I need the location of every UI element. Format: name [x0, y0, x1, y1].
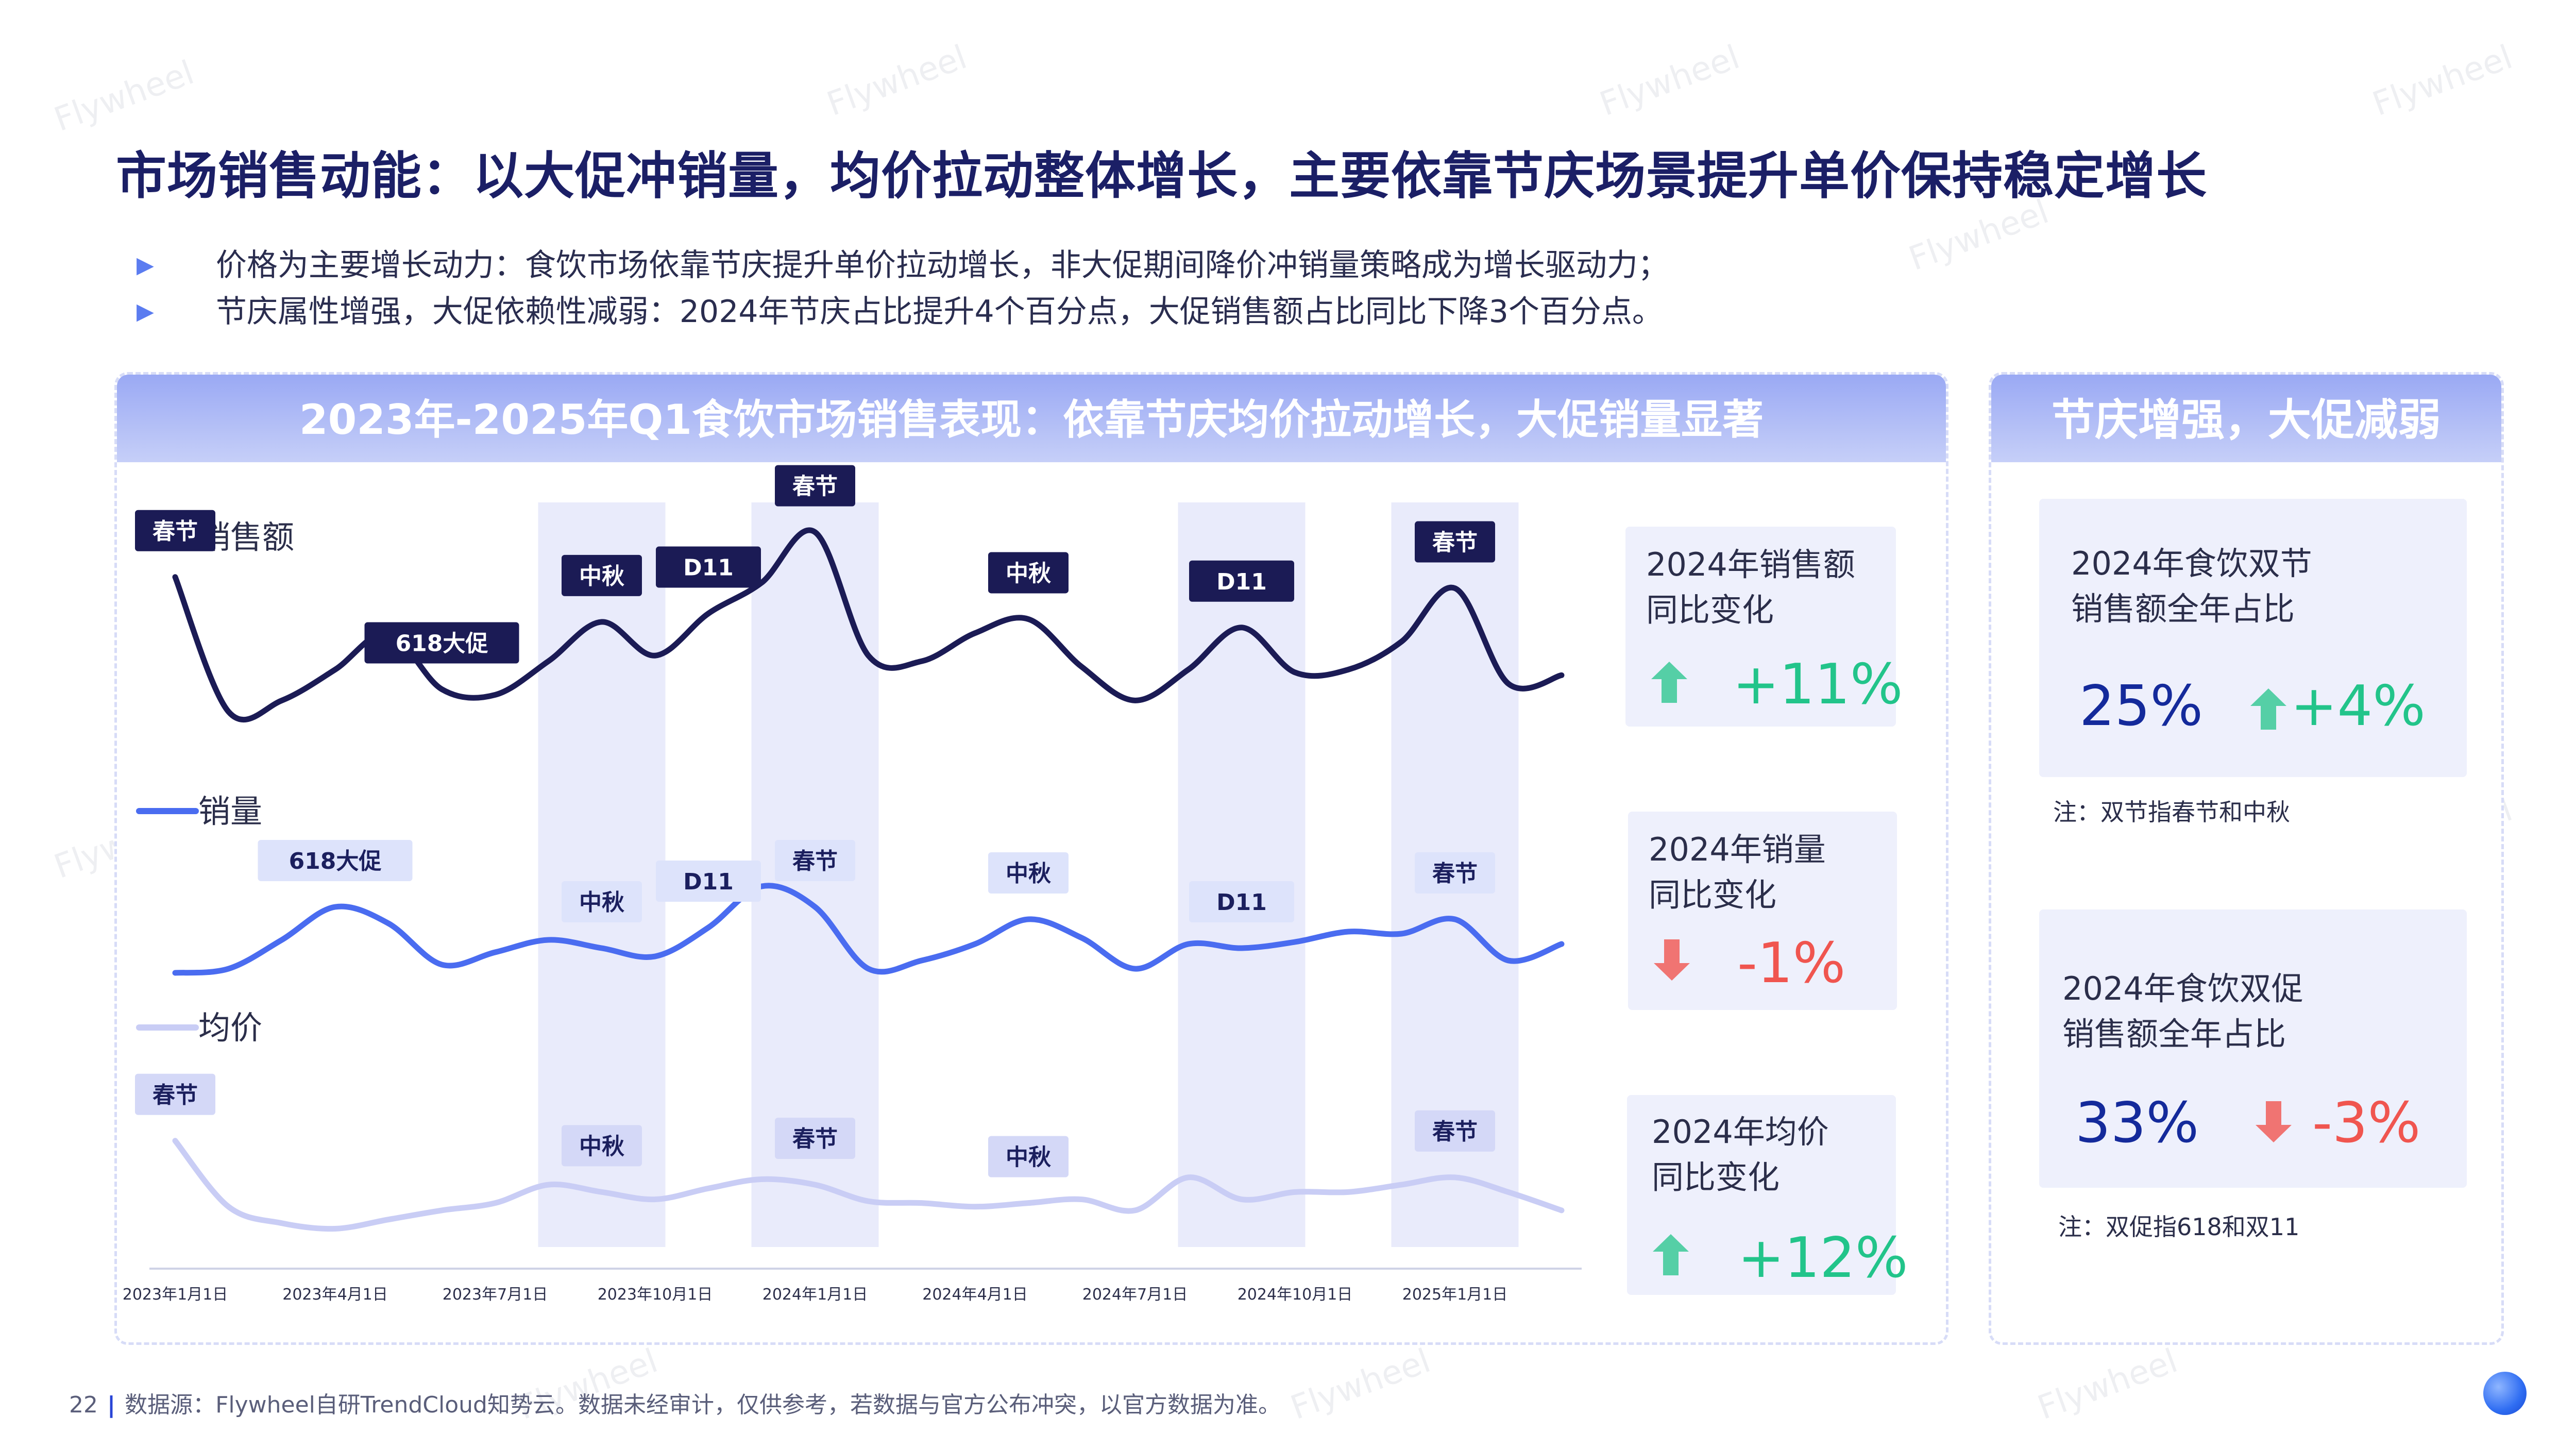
bullet-item: ▶ 价格为主要增长动力：食饮市场依靠节庆提升单价拉动增长，非大促期间降价冲销量策略…: [137, 240, 1669, 285]
bullet-text: 节庆属性增强，大促依赖性减弱：2024年节庆占比提升4个百分点，大促销售额占比同…: [215, 294, 1663, 330]
share-label: 2024年食饮双节 销售额全年占比: [2071, 545, 2312, 628]
triangle-bullet-icon: ▶: [137, 252, 154, 278]
annotation-label: 中秋: [1006, 1144, 1051, 1171]
page-title: 市场销售动能：以大促冲销量，均价拉动整体增长，主要依靠节庆场景提升单价保持稳定增…: [116, 147, 2208, 206]
annotation-tag: [775, 840, 855, 881]
annotation-tag: [988, 1136, 1069, 1177]
kpi-label: 2024年销量 同比变化: [1649, 831, 1826, 914]
page-number: 22: [69, 1392, 98, 1418]
share-change: +4%: [2291, 674, 2426, 738]
annotation-tag: [1415, 1110, 1495, 1152]
annotation-label: 春节: [792, 848, 838, 874]
kpi-card-volume: 2024年销量 同比变化 -1%: [1628, 812, 1897, 1010]
annotation-label: 春节: [1432, 530, 1478, 556]
annotation-tag: [562, 881, 642, 922]
annotation-label: 中秋: [579, 1133, 624, 1159]
annotation-tag: [775, 465, 855, 507]
kpi-label: 2024年均价 同比变化: [1652, 1113, 1829, 1196]
annotation-label: 春节: [792, 1126, 838, 1152]
kpi-card-sales: 2024年销售额 同比变化 +11%: [1625, 527, 1903, 727]
annotation-label: D11: [1216, 569, 1267, 595]
kpi-label: 2024年销售额 同比变化: [1646, 546, 1855, 629]
annotation-label: 中秋: [579, 563, 624, 589]
x-tick-label: 2024年7月1日: [1082, 1286, 1188, 1304]
annotation-tag: [988, 552, 1069, 594]
triangle-bullet-icon: ▶: [137, 298, 154, 325]
data-source-note: 数据源：Flywheel自研TrendCloud知势云。数据未经审计，仅供参考，…: [125, 1392, 1281, 1418]
annotation-label: 春节: [1432, 1119, 1478, 1145]
series-line: [172, 883, 1565, 976]
x-tick-label: 2024年10月1日: [1238, 1286, 1353, 1304]
x-tick-label: 2023年7月1日: [443, 1286, 548, 1304]
annotation-label: 中秋: [1006, 560, 1051, 586]
annotation-label: 中秋: [1006, 861, 1051, 887]
annotation-label: 春节: [1432, 861, 1478, 887]
bullet-item: ▶ 节庆属性增强，大促依赖性减弱：2024年节庆占比提升4个百分点，大促销售额占比…: [137, 287, 1663, 331]
flywheel-logo-icon: [2483, 1372, 2527, 1415]
share-label: 2024年食饮双促 销售额全年占比: [2062, 970, 2303, 1053]
arrow-down-icon: [1654, 939, 1690, 983]
annotation-tag: [562, 1125, 642, 1167]
footnote: 注：双节指春节和中秋: [2053, 798, 2290, 826]
annotation-tag: [775, 1118, 855, 1159]
annotation-label: D11: [683, 869, 734, 895]
kpi-card-price: 2024年均价 同比变化 +12%: [1627, 1095, 1908, 1295]
annotation-tag: [1415, 852, 1495, 894]
share-value: 33%: [2075, 1091, 2199, 1155]
highlight-band: [1178, 502, 1306, 1247]
annotation-label: 618大促: [289, 848, 382, 874]
annotation-tag: [364, 622, 519, 664]
highlight-band: [538, 502, 666, 1247]
annotation-label: D11: [1216, 889, 1267, 916]
kpi-value: +11%: [1733, 652, 1903, 717]
arrow-up-icon: [2250, 688, 2286, 732]
footer-separator: |: [107, 1392, 116, 1418]
annotation-tag: [258, 840, 413, 881]
share-value: 25%: [2079, 674, 2204, 738]
annotation-tag: [1189, 881, 1294, 922]
x-tick-label: 2023年1月1日: [123, 1286, 228, 1304]
arrow-up-icon: [1653, 1234, 1689, 1277]
annotation-tag: [988, 852, 1069, 894]
x-tick-label: 2024年4月1日: [922, 1286, 1028, 1304]
annotation-label: 中秋: [579, 889, 624, 916]
footnote: 注：双促指618和双11: [2058, 1213, 2300, 1241]
x-tick-label: 2023年4月1日: [282, 1286, 388, 1304]
annotation-tag: [135, 510, 215, 551]
annotation-tag: [562, 554, 642, 596]
annotation-tag: [656, 546, 761, 588]
annotation-label: 春节: [152, 1082, 198, 1108]
annotation-label: 春节: [152, 518, 198, 545]
kpi-value: -1%: [1737, 931, 1846, 996]
panel-header: 2023年-2025年Q1食饮市场销售表现：依靠节庆均价拉动增长，大促销量显著: [117, 375, 1946, 462]
footer: 22 | 数据源：Flywheel自研TrendCloud知势云。数据未经审计，仅供…: [69, 1386, 1281, 1419]
arrow-down-icon: [2256, 1101, 2292, 1144]
x-tick-label: 2025年1月1日: [1402, 1286, 1508, 1304]
kpi-value: +12%: [1738, 1226, 1908, 1290]
legend-label: 均价: [198, 1009, 262, 1047]
legend-label: 销量: [198, 793, 262, 830]
panel-header: 节庆增强，大促减弱: [1991, 375, 2501, 462]
arrow-up-icon: [1651, 662, 1687, 705]
annotation-label: 春节: [792, 474, 838, 500]
share-card-festival: 2024年食饮双节 销售额全年占比 25% +4%: [2039, 499, 2467, 777]
share-change: -3%: [2312, 1091, 2421, 1155]
annotation-label: 618大促: [396, 631, 488, 657]
x-tick-label: 2023年10月1日: [598, 1286, 713, 1304]
share-card-promo: 2024年食饮双促 销售额全年占比 33% -3%: [2039, 909, 2467, 1188]
bullet-text: 价格为主要增长动力：食饮市场依靠节庆提升单价拉动增长，非大促期间降价冲销量策略成…: [215, 247, 1669, 283]
annotation-tag: [656, 861, 761, 902]
annotation-tag: [135, 1073, 215, 1115]
x-tick-label: 2024年1月1日: [762, 1286, 868, 1304]
annotation-tag: [1189, 560, 1294, 602]
annotation-tag: [1415, 521, 1495, 563]
series-line: [172, 1138, 1565, 1232]
annotation-label: D11: [683, 555, 734, 581]
